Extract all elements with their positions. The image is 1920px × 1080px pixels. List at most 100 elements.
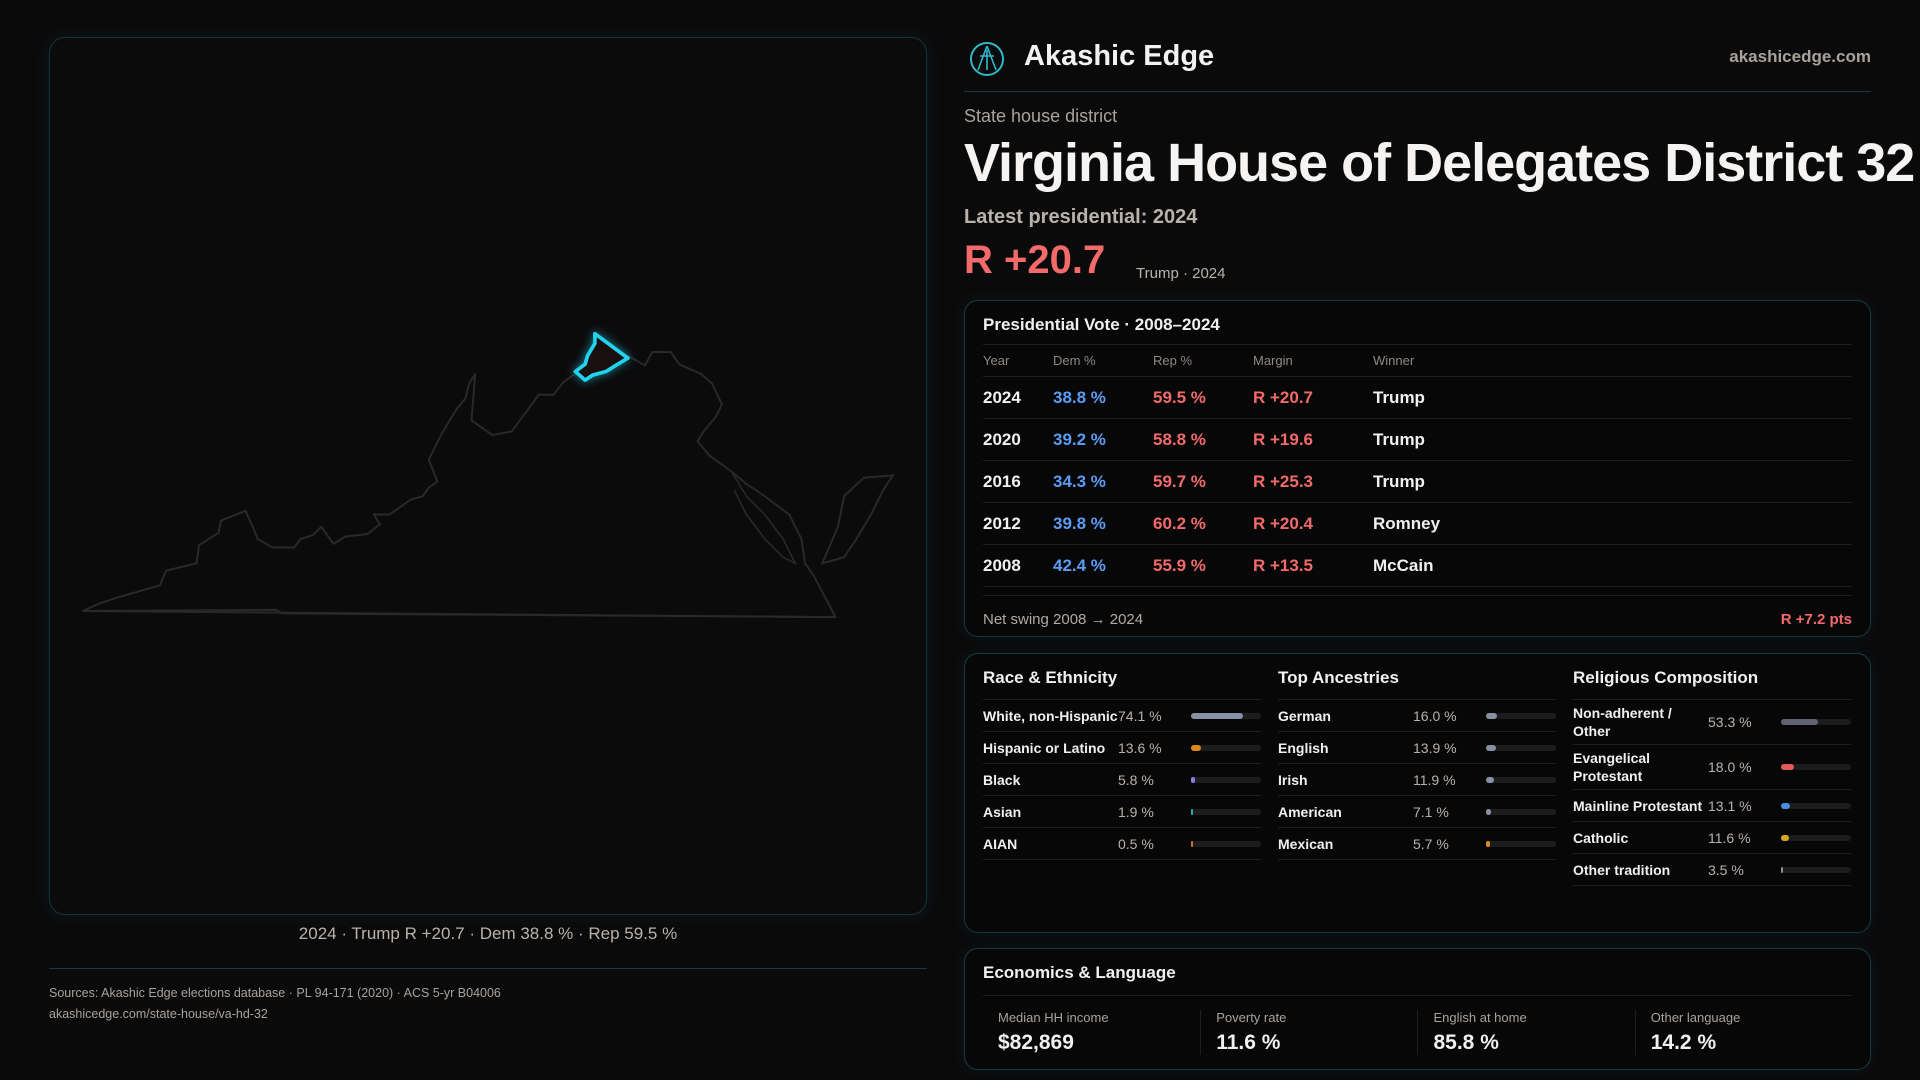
- net-swing: Net swing 2008 → 2024 R +7.2 pts: [983, 595, 1852, 628]
- chesapeake-rivers: [731, 471, 798, 566]
- share-bar: [1486, 808, 1556, 815]
- cell-rep: 55.9 %: [1153, 555, 1206, 575]
- share-bar-fill: [1781, 764, 1794, 770]
- share-bar: [1191, 776, 1261, 783]
- brand-name[interactable]: Akashic Edge: [1024, 40, 1215, 72]
- card-title: Presidential Vote · 2008–2024: [983, 315, 1852, 345]
- item-value: 1.9 %: [1118, 803, 1154, 820]
- item-label: English: [1278, 739, 1329, 756]
- cell-dem: 34.3 %: [1053, 471, 1106, 491]
- presidential-vote-card: Presidential Vote · 2008–2024 Year Dem %…: [964, 300, 1871, 637]
- share-bar-fill: [1191, 840, 1193, 847]
- item-value: 13.6 %: [1118, 739, 1162, 756]
- col-winner: Winner: [1373, 353, 1415, 368]
- stat-value: 11.6 %: [1216, 1031, 1281, 1054]
- virginia-outline: [82, 351, 837, 619]
- share-bar: [1781, 802, 1851, 809]
- eastern-shore-outline: [820, 474, 895, 565]
- stat-cell: Poverty rate 11.6 %: [1200, 1010, 1417, 1055]
- col-margin: Margin: [1253, 353, 1293, 368]
- share-bar-fill: [1486, 840, 1490, 847]
- item-value: 3.5 %: [1708, 861, 1744, 878]
- sources-footer: Sources: Akashic Edge elections database…: [49, 968, 927, 1025]
- list-item: Non-adherent / Other 53.3 %: [1573, 700, 1851, 745]
- list-item: Other tradition 3.5 %: [1573, 854, 1851, 886]
- latest-winner: Trump · 2024: [1136, 265, 1226, 282]
- section-title: Top Ancestries: [1278, 668, 1556, 700]
- share-bar-fill: [1781, 719, 1819, 725]
- site-header: Akashic Edge akashicedge.com: [964, 36, 1871, 92]
- item-value: 5.7 %: [1413, 835, 1449, 852]
- item-value: 18.0 %: [1708, 759, 1752, 775]
- list-item: Hispanic or Latino 13.6 %: [983, 732, 1261, 764]
- stat-value: 85.8 %: [1433, 1031, 1499, 1054]
- map-caption: 2024 · Trump R +20.7 · Dem 38.8 % · Rep …: [298, 924, 678, 943]
- district-type: State house district: [964, 106, 1118, 126]
- table-row: 2012 39.8 % 60.2 % R +20.4 Romney: [983, 503, 1852, 545]
- cell-rep: 58.8 %: [1153, 429, 1206, 449]
- list-item: White, non-Hispanic 74.1 %: [983, 700, 1261, 732]
- section-title: Race & Ethnicity: [983, 668, 1261, 700]
- district-details: Akashic Edge akashicedge.com State house…: [964, 0, 1920, 1080]
- item-label: Irish: [1278, 771, 1308, 788]
- district-map[interactable]: [49, 37, 927, 915]
- cell-margin: R +25.3: [1253, 471, 1314, 491]
- share-bar-fill: [1486, 808, 1491, 815]
- virginia-map: [82, 331, 895, 619]
- col-rep: Rep %: [1153, 353, 1193, 368]
- list-item: Asian 1.9 %: [983, 796, 1261, 828]
- share-bar: [1781, 719, 1851, 725]
- table-row: 2024 38.8 % 59.5 % R +20.7 Trump: [983, 377, 1852, 419]
- cell-winner: Trump: [1373, 387, 1425, 407]
- page-url[interactable]: akashicedge.com/state-house/va-hd-32: [49, 1007, 268, 1021]
- item-label: Black: [983, 771, 1021, 788]
- cell-year: 2020: [983, 429, 1021, 449]
- item-value: 13.1 %: [1708, 797, 1752, 814]
- item-label: Mexican: [1278, 835, 1334, 852]
- economics-card: Economics & Language Median HH income $82…: [964, 948, 1871, 1070]
- item-label: Evangelical Protestant: [1573, 750, 1651, 784]
- cell-margin: R +19.6: [1253, 429, 1314, 449]
- item-value: 74.1 %: [1118, 707, 1162, 724]
- col-year: Year: [983, 353, 1010, 368]
- stat-label: Poverty rate: [1216, 1010, 1287, 1025]
- cell-dem: 38.8 %: [1053, 387, 1106, 407]
- item-label: German: [1278, 707, 1331, 724]
- item-label: AIAN: [983, 835, 1018, 852]
- demographic-section: Top Ancestries German 16.0 % English 13.9 % I…: [1278, 668, 1556, 918]
- stat-cell: English at home 85.8 %: [1417, 1010, 1634, 1055]
- share-bar-fill: [1191, 808, 1193, 815]
- district-32-highlight[interactable]: [573, 331, 630, 382]
- latest-presidential: Latest presidential: 2024: [964, 206, 1198, 228]
- akashic-edge-logo-icon[interactable]: [968, 40, 1006, 78]
- demographic-section: Race & Ethnicity White, non-Hispanic 74.1 …: [983, 668, 1261, 918]
- net-swing-label: Net swing 2008 → 2024: [983, 611, 1144, 628]
- item-label: White, non-Hispanic: [983, 707, 1118, 724]
- item-label: Hispanic or Latino: [983, 739, 1106, 756]
- share-bar: [1191, 840, 1261, 847]
- cell-rep: 59.7 %: [1153, 471, 1206, 491]
- item-value: 13.9 %: [1413, 739, 1457, 756]
- demographics-card: Race & Ethnicity White, non-Hispanic 74.1 …: [964, 653, 1871, 933]
- cell-winner: Trump: [1373, 429, 1425, 449]
- sources-text: Sources: Akashic Edge elections database…: [49, 986, 501, 1000]
- share-bar: [1781, 866, 1851, 873]
- item-value: 0.5 %: [1118, 835, 1154, 852]
- item-label: Mainline Protestant: [1573, 797, 1703, 814]
- table-row: 2016 34.3 % 59.7 % R +25.3 Trump: [983, 461, 1852, 503]
- cell-winner: Trump: [1373, 471, 1425, 491]
- item-label: Other tradition: [1573, 861, 1671, 878]
- list-item: Mexican 5.7 %: [1278, 828, 1556, 860]
- stat-cell: Median HH income $82,869: [983, 1010, 1200, 1055]
- cell-dem: 42.4 %: [1053, 555, 1106, 575]
- col-dem: Dem %: [1053, 353, 1096, 368]
- list-item: Black 5.8 %: [983, 764, 1261, 796]
- cell-margin: R +20.4: [1253, 513, 1314, 533]
- site-link[interactable]: akashicedge.com: [1729, 47, 1871, 66]
- share-bar-fill: [1781, 834, 1790, 841]
- section-title: Religious Composition: [1573, 668, 1851, 700]
- net-swing-value: R +7.2 pts: [1780, 611, 1852, 628]
- item-label: Asian: [983, 803, 1022, 820]
- item-value: 7.1 %: [1413, 803, 1449, 820]
- list-item: English 13.9 %: [1278, 732, 1556, 764]
